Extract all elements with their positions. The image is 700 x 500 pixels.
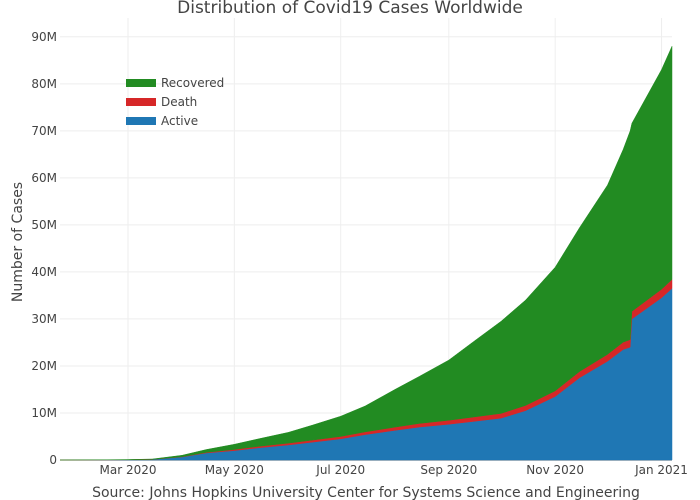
legend: Recovered Death Active [126, 76, 224, 128]
y-tick-label: 70M [31, 124, 57, 138]
y-tick-label: 50M [31, 218, 57, 232]
x-tick-label: Mar 2020 [100, 463, 157, 477]
y-tick-label: 40M [31, 265, 57, 279]
legend-swatch-death[interactable] [126, 98, 156, 106]
y-axis-label: Number of Cases [10, 182, 26, 302]
legend-swatch-active[interactable] [126, 117, 156, 125]
x-tick-label: Nov 2020 [526, 463, 584, 477]
y-tick-label: 30M [31, 312, 57, 326]
y-tick-label: 90M [31, 30, 57, 44]
y-tick-label: 10M [31, 406, 57, 420]
x-tick-label: Jan 2021 [634, 463, 688, 477]
y-tick-label: 80M [31, 77, 57, 91]
y-axis-ticks: 0 10M 20M 30M 40M 50M 60M 70M 80M 90M [31, 30, 57, 467]
legend-label-death[interactable]: Death [161, 95, 197, 109]
legend-label-active[interactable]: Active [161, 114, 198, 128]
y-tick-label: 0 [49, 453, 57, 467]
legend-swatch-recovered[interactable] [126, 79, 156, 87]
x-axis-ticks: Mar 2020 May 2020 Jul 2020 Sep 2020 Nov 2020… [100, 463, 688, 477]
legend-label-recovered[interactable]: Recovered [161, 76, 224, 90]
y-tick-label: 20M [31, 359, 57, 373]
x-tick-label: Sep 2020 [420, 463, 477, 477]
area-series-recovered [59, 46, 673, 461]
x-tick-label: Jul 2020 [315, 463, 365, 477]
stacked-areas [59, 46, 673, 461]
chart-title: Distribution of Covid19 Cases Worldwide [177, 0, 523, 18]
x-axis-label: Source: Johns Hopkins University Center … [92, 485, 640, 500]
y-tick-label: 60M [31, 171, 57, 185]
x-tick-label: May 2020 [205, 463, 264, 477]
